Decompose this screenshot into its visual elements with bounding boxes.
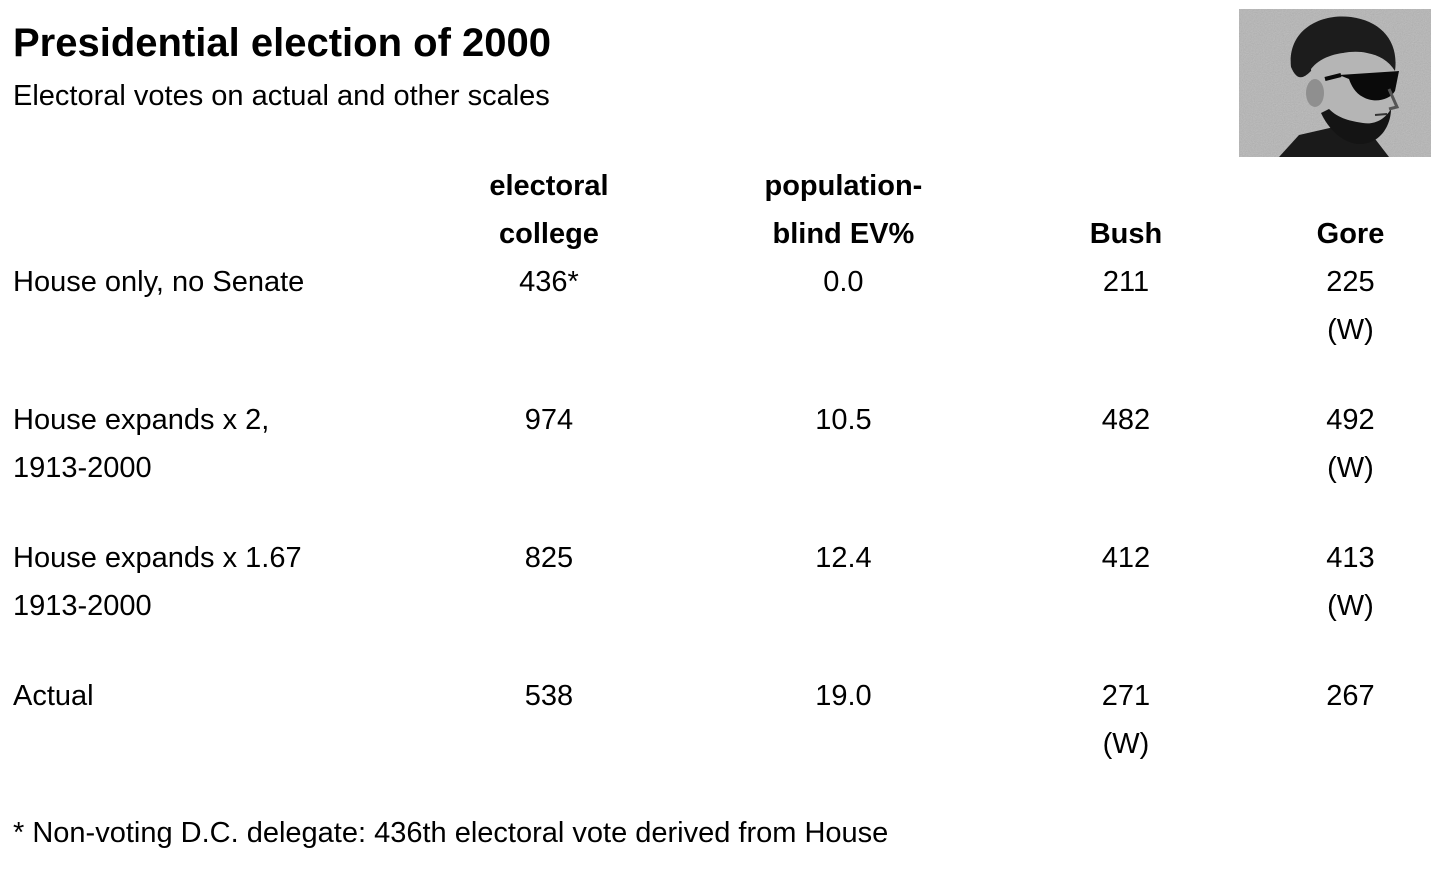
column-header-line: college <box>498 218 599 250</box>
gore-votes: 225 <box>1326 266 1375 298</box>
gore-votes: 267 <box>1326 680 1375 712</box>
cell-population-blind: 19.0 <box>815 680 872 712</box>
cell-electoral-college: 436* <box>519 266 579 298</box>
gore-votes: 492 <box>1326 404 1375 436</box>
cell-bush: 412 <box>992 534 1260 630</box>
row-label: House only, no Senate <box>13 258 403 354</box>
row-spacer <box>13 492 1441 534</box>
gore-win-mark: (W) <box>1327 314 1374 346</box>
table-header-row: electoral college population- blind EV% … <box>13 162 1441 258</box>
bush-votes: 211 <box>1102 266 1150 298</box>
row-label-line: 1913-2000 <box>13 590 152 622</box>
column-header-line: electoral <box>489 170 609 202</box>
row-label: House expands x 2, 1913-2000 <box>13 396 403 492</box>
page-title: Presidential election of 2000 <box>13 21 551 65</box>
cell-bush: 482 <box>992 396 1260 492</box>
cell-population-blind: 12.4 <box>815 542 872 574</box>
cell-gore: 225 (W) <box>1260 258 1441 354</box>
spacer-cell <box>13 354 1441 396</box>
cell-electoral-college: 825 <box>524 542 574 574</box>
row-label: House expands x 1.67 1913-2000 <box>13 534 403 630</box>
table-row: House expands x 1.67 1913-2000 825 12.4 … <box>13 534 1441 630</box>
row-spacer <box>13 354 1441 396</box>
gore-win-mark: (W) <box>1327 452 1374 484</box>
column-header-line: population- <box>764 170 923 202</box>
lincoln-sunglasses-portrait-icon <box>1239 9 1431 157</box>
spacer-cell <box>13 630 1441 672</box>
cell-population-blind: 0.0 <box>823 266 864 298</box>
table-row: Actual 538 19.0 271 (W) 267 <box>13 672 1441 768</box>
column-header-line: blind EV% <box>772 218 915 250</box>
row-spacer <box>13 630 1441 672</box>
column-header-population-blind: population- blind EV% <box>695 162 992 258</box>
cell-bush: 271 (W) <box>992 672 1260 768</box>
bush-votes: 482 <box>1101 404 1151 436</box>
bush-votes: 412 <box>1101 542 1151 574</box>
footnote: * Non-voting D.C. delegate: 436th electo… <box>13 817 889 849</box>
bush-votes: 271 <box>1101 680 1151 712</box>
cell-bush: 211 <box>992 258 1260 354</box>
cell-gore: 413 (W) <box>1260 534 1441 630</box>
bush-win-mark: (W) <box>1102 728 1150 760</box>
cell-population-blind: 10.5 <box>815 404 872 436</box>
row-label-line: House expands x 1.67 <box>13 542 302 574</box>
column-header-label <box>13 162 403 258</box>
column-header-bush: Bush <box>1089 218 1163 250</box>
electoral-votes-table: electoral college population- blind EV% … <box>13 162 1441 768</box>
gore-win-mark: (W) <box>1327 590 1374 622</box>
column-header-gore: Gore <box>1316 218 1385 250</box>
cell-gore: 492 (W) <box>1260 396 1441 492</box>
spacer-cell <box>13 492 1441 534</box>
row-label: Actual <box>13 672 403 768</box>
cell-electoral-college: 974 <box>524 404 574 436</box>
gore-votes: 413 <box>1326 542 1375 574</box>
row-label-line: House only, no Senate <box>13 266 305 298</box>
row-label-line: Actual <box>13 680 94 712</box>
row-label-line: House expands x 2, <box>13 404 270 436</box>
cell-electoral-college: 538 <box>524 680 574 712</box>
column-header-electoral-college: electoral college <box>403 162 695 258</box>
row-label-line: 1913-2000 <box>13 452 152 484</box>
cell-gore: 267 <box>1260 672 1441 768</box>
table-row: House only, no Senate 436* 0.0 211 225 (… <box>13 258 1441 354</box>
table-row: House expands x 2, 1913-2000 974 10.5 48… <box>13 396 1441 492</box>
page-subtitle: Electoral votes on actual and other scal… <box>13 80 550 112</box>
